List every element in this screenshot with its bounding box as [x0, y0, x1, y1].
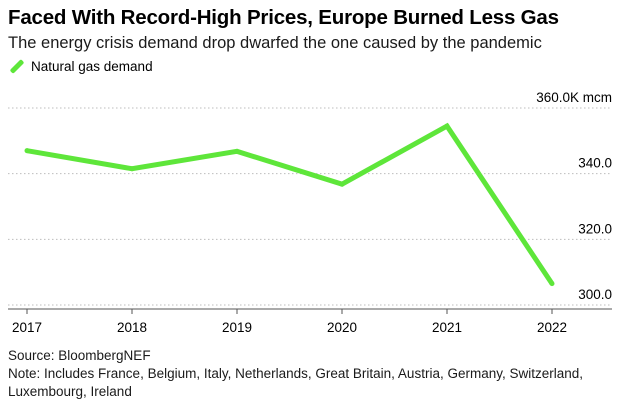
series-line-natural-gas-demand [26, 122, 555, 286]
chart-title: Faced With Record-High Prices, Europe Bu… [8, 6, 559, 29]
y-tick-label: 360.0K mcm [536, 90, 612, 105]
data-point [24, 148, 30, 154]
legend-label: Natural gas demand [31, 59, 153, 74]
data-point [339, 181, 345, 187]
data-point [129, 166, 135, 172]
x-tick-label: 2022 [537, 320, 567, 335]
y-tick-label: 340.0 [578, 156, 612, 171]
data-point [234, 148, 240, 154]
x-tick-label: 2020 [327, 320, 357, 335]
data-point [444, 123, 450, 129]
line-chart: 300.0 320.0 340.0 360.0K mcm 2017 2018 2019 202… [8, 90, 612, 335]
source-text: Source: BloombergNEF [8, 348, 151, 363]
footer: Source: BloombergNEF Note: Includes Fran… [8, 347, 628, 401]
x-tick-label: 2019 [222, 320, 252, 335]
grid-layer [8, 107, 612, 314]
chart-subtitle: The energy crisis demand drop dwarfed th… [8, 34, 542, 52]
data-point [549, 281, 555, 287]
x-tick-label: 2021 [432, 320, 462, 335]
note-text-line-2: Luxembourg, Ireland [8, 384, 132, 399]
series-layer [24, 122, 555, 287]
x-tick-label: 2018 [117, 320, 147, 335]
y-tick-label: 300.0 [578, 287, 612, 302]
legend: Natural gas demand [8, 59, 153, 74]
note-text-line-1: Note: Includes France, Belgium, Italy, N… [8, 366, 583, 381]
label-layer: 300.0 320.0 340.0 360.0K mcm 2017 2018 2019 202… [12, 90, 612, 335]
x-tick-label: 2017 [12, 320, 42, 335]
y-tick-label: 320.0 [578, 221, 612, 236]
